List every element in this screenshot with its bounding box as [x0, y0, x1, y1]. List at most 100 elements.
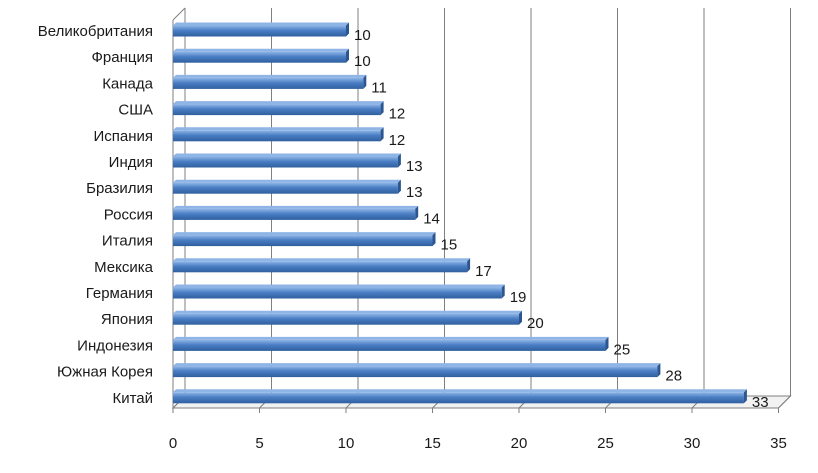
floor-tick-35	[778, 395, 791, 409]
bar-top-face	[173, 74, 367, 78]
bar-end-face	[346, 48, 349, 63]
bar-front-face	[173, 156, 398, 168]
bar-end-face	[363, 74, 367, 89]
bar-3	[173, 101, 384, 116]
category-label: Япония	[101, 311, 153, 328]
x-tick-label: 15	[424, 435, 441, 452]
category-label: США	[118, 102, 153, 119]
bar-front-face	[173, 130, 381, 142]
bar-14	[173, 389, 747, 404]
value-label: 17	[475, 263, 492, 280]
bar-front-face	[173, 261, 468, 273]
value-label: 20	[527, 315, 544, 332]
bar-end-face	[743, 389, 747, 404]
value-label: 19	[510, 289, 527, 306]
bar-top-face	[173, 22, 349, 26]
value-label: 33	[752, 394, 769, 411]
value-label: 10	[354, 27, 371, 44]
bar-end-face	[346, 22, 349, 37]
bar-12	[173, 336, 609, 351]
bar-front-face	[173, 392, 744, 404]
value-label: 15	[441, 237, 458, 254]
bar-top-face	[173, 127, 384, 131]
bar-9	[173, 258, 471, 273]
category-label: Индонезия	[77, 337, 153, 354]
bar-front-face	[173, 366, 658, 378]
bar-2	[173, 74, 367, 89]
value-label: 10	[354, 53, 371, 70]
category-label: Мексика	[94, 259, 154, 276]
category-label: Италия	[102, 233, 153, 250]
x-tick-label: 30	[684, 435, 701, 452]
category-label: Россия	[104, 206, 153, 223]
bar-top-face	[173, 205, 419, 209]
category-label: Китай	[112, 390, 153, 407]
value-label: 25	[614, 341, 631, 358]
bar-top-face	[173, 232, 436, 236]
bar-end-face	[467, 258, 471, 273]
x-tick-label: 25	[597, 435, 614, 452]
category-label: Индия	[109, 154, 153, 171]
x-tick-label: 20	[511, 435, 528, 452]
bar-end-face	[519, 310, 522, 325]
category-label: Великобритания	[38, 23, 153, 40]
bar-end-face	[432, 232, 436, 247]
bar-front-face	[173, 182, 398, 194]
bar-top-face	[173, 310, 522, 314]
bar-top-face	[173, 258, 471, 262]
category-label: Испания	[93, 128, 153, 145]
bar-top-face	[173, 284, 505, 288]
bar-5	[173, 153, 401, 168]
bar-front-face	[173, 287, 502, 299]
bar-7	[173, 205, 419, 220]
bar-top-face	[173, 101, 384, 105]
category-label: Бразилия	[86, 180, 153, 197]
value-label: 12	[389, 106, 406, 123]
bar-0	[173, 22, 349, 37]
value-label: 13	[406, 158, 423, 175]
bar-front-face	[173, 208, 416, 220]
category-label: Канада	[102, 75, 153, 92]
bar-top-face	[173, 153, 401, 157]
x-tick-label: 10	[338, 435, 355, 452]
bar-end-face	[380, 101, 384, 116]
bar-end-face	[397, 179, 401, 194]
bar-front-face	[173, 313, 519, 325]
category-label: Франция	[92, 49, 153, 66]
bar-end-face	[397, 153, 401, 168]
bar-top-face	[173, 363, 661, 367]
bar-end-face	[605, 336, 609, 351]
bar-end-face	[501, 284, 505, 299]
bar-front-face	[173, 51, 346, 63]
value-label: 12	[389, 132, 406, 149]
bar-front-face	[173, 77, 364, 89]
value-label: 13	[406, 184, 423, 201]
x-tick-label: 0	[169, 435, 177, 452]
labels-layer: 0 5 10 15 20 25 30 35 Великобритания 10 Франция 10 К…	[38, 23, 787, 452]
category-label: Южная Корея	[57, 364, 153, 381]
category-label: Германия	[86, 285, 153, 302]
bars-layer	[173, 22, 747, 404]
value-label: 11	[371, 79, 387, 96]
bar-11	[173, 310, 522, 325]
bar-top-face	[173, 48, 349, 52]
bar-1	[173, 48, 349, 63]
bar-10	[173, 284, 505, 299]
bar-8	[173, 232, 436, 247]
bar-front-face	[173, 235, 433, 247]
value-label: 28	[665, 368, 682, 385]
bar-front-face	[173, 104, 381, 116]
bar-6	[173, 179, 401, 194]
bar-top-face	[173, 336, 609, 340]
bar-end-face	[415, 205, 419, 220]
bar-13	[173, 363, 661, 378]
bar-end-face	[380, 127, 384, 142]
value-label: 14	[423, 210, 440, 227]
bar-4	[173, 127, 384, 142]
top-depth-edge	[172, 7, 186, 21]
bar-end-face	[657, 363, 661, 378]
x-tick-label: 35	[770, 435, 787, 452]
bar-top-face	[173, 179, 401, 183]
